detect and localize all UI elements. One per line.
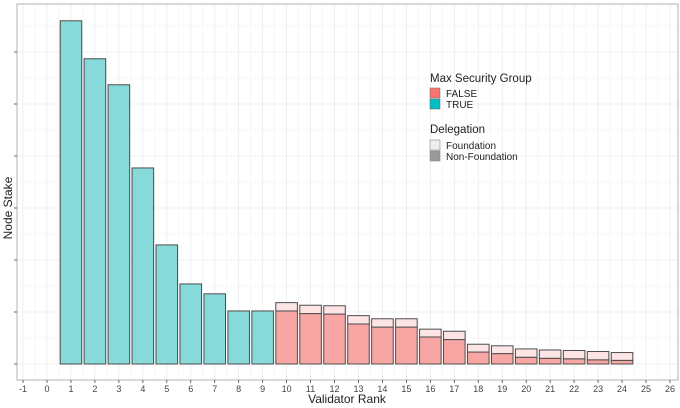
legend-title-delegation: Delegation: [430, 124, 485, 136]
bar-foundation: [323, 305, 346, 315]
bar-non-foundation: [347, 323, 370, 365]
bar-non-foundation: [443, 339, 466, 365]
bar-non-foundation: [586, 359, 610, 365]
x-tick-label: 17: [449, 384, 459, 394]
legend-swatch-non-foundation: [429, 150, 441, 162]
bar-foundation: [419, 328, 442, 338]
legend-label-non-foundation: Non-Foundation: [446, 152, 518, 163]
bar-non-foundation: [299, 313, 322, 365]
x-tick-label: 16: [425, 384, 435, 394]
bar-foundation: [347, 315, 370, 325]
legend-label-true: TRUE: [446, 100, 474, 111]
bars: [59, 20, 634, 365]
bar-foundation: [466, 343, 490, 353]
x-tick-label: -1: [19, 384, 27, 394]
x-tick-label: 25: [641, 384, 651, 394]
bar-foundation: [514, 348, 538, 358]
bar-foundation: [490, 345, 514, 355]
bar-foundation: [443, 330, 466, 341]
x-tick-label: 11: [306, 384, 315, 394]
bar-non-foundation: [83, 58, 107, 365]
x-tick-label: 18: [473, 384, 483, 394]
x-tick-label: 9: [260, 384, 265, 394]
x-tick-label: 2: [92, 384, 97, 394]
x-tick-label: 8: [236, 384, 241, 394]
bar-foundation: [610, 352, 634, 361]
bar-non-foundation: [179, 283, 203, 365]
bar-non-foundation: [514, 356, 538, 365]
x-tick-label: 3: [116, 384, 121, 394]
x-tick-label: 14: [377, 384, 387, 394]
bar-foundation: [395, 318, 418, 328]
x-tick-label: 10: [282, 384, 292, 394]
bar-non-foundation: [371, 326, 394, 365]
bar-non-foundation: [59, 20, 83, 365]
bar-foundation: [562, 349, 586, 360]
x-tick-label: 12: [330, 384, 340, 394]
legend-label-false: FALSE: [446, 89, 477, 100]
x-tick-label: 22: [569, 384, 579, 394]
x-axis-label: Validator Rank: [308, 392, 387, 406]
legend-label-foundation: Foundation: [446, 141, 496, 152]
x-tick-label: 20: [521, 384, 531, 394]
bar-non-foundation: [275, 310, 298, 365]
x-tick-label: 13: [353, 384, 363, 394]
bar-non-foundation: [610, 359, 634, 365]
bar-non-foundation: [323, 313, 346, 365]
y-axis-label: Node Stake: [1, 176, 15, 239]
x-tick-label: 6: [188, 384, 193, 394]
x-tick-label: 4: [140, 384, 145, 394]
bar-non-foundation: [155, 244, 179, 365]
x-tick-label: 21: [545, 384, 555, 394]
bar-non-foundation: [203, 293, 227, 365]
legend: Max Security Group FALSE TRUE Delegation…: [429, 73, 532, 163]
legend-swatch-true: [429, 98, 441, 110]
x-tick-label: 23: [593, 384, 603, 394]
plot-panel-border: [16, 3, 679, 381]
bar-foundation: [299, 304, 322, 315]
bar-non-foundation: [227, 310, 250, 365]
x-tick-label: 24: [617, 384, 627, 394]
bar-non-foundation: [538, 357, 562, 365]
bar-foundation: [371, 318, 394, 328]
bar-foundation: [275, 302, 298, 312]
bar-non-foundation: [131, 167, 155, 365]
bar-foundation: [586, 351, 610, 361]
x-tick-label: 5: [164, 384, 169, 394]
bar-non-foundation: [562, 358, 586, 365]
x-tick-label: 7: [212, 384, 217, 394]
x-tick-label: 19: [497, 384, 507, 394]
legend-title-max-security-group: Max Security Group: [430, 73, 532, 85]
bar-non-foundation: [107, 84, 131, 365]
x-tick-label: 15: [401, 384, 411, 394]
bar-non-foundation: [490, 353, 514, 365]
bar-non-foundation: [466, 351, 490, 365]
bar-non-foundation: [395, 326, 418, 365]
bar-foundation: [538, 349, 562, 359]
bar-non-foundation: [251, 310, 274, 365]
y-ticks: [14, 51, 17, 365]
x-ticks: -1 0 1 2 3 4 5 6 7 8 9 10 11 12 13 14 15 16 17 18 19 20 21 22 23…: [19, 380, 675, 394]
legend-swatch-foundation: [429, 139, 441, 151]
legend-swatch-false: [429, 87, 441, 99]
x-tick-label: 26: [665, 384, 675, 394]
x-tick-label: 0: [44, 384, 49, 394]
bar-non-foundation: [419, 336, 442, 365]
x-tick-label: 1: [68, 384, 73, 394]
